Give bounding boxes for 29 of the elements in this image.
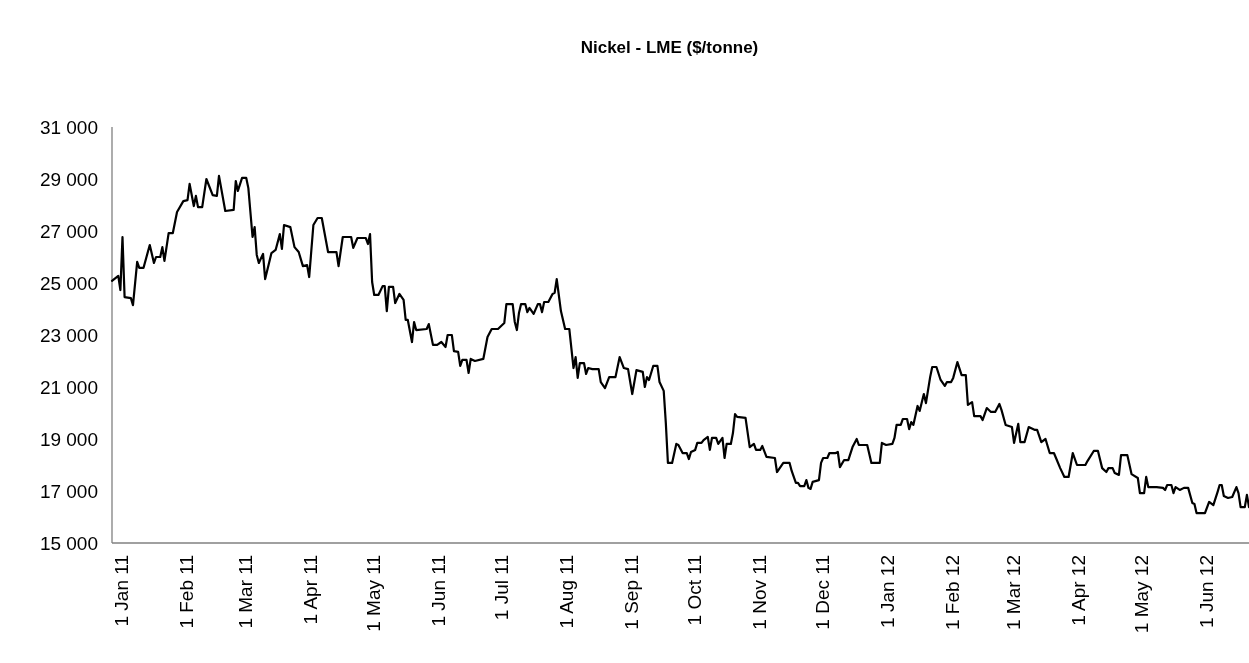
y-tick-label: 23 000	[39, 324, 98, 346]
x-tick-label: 1 Jan 11	[111, 555, 133, 627]
chart-title: Nickel - LME ($/tonne)	[580, 38, 759, 57]
x-tick-label: 1 Sep 11	[620, 555, 642, 630]
x-tick-label: 1 Mar 12	[1002, 555, 1024, 630]
x-tick-label: 1 Aug 11	[555, 555, 577, 629]
y-tick-label: 31 000	[39, 116, 98, 138]
y-tick-label: 25 000	[39, 272, 98, 294]
y-tick-label: 17 000	[39, 480, 98, 502]
line-series	[110, 174, 1249, 515]
x-tick-label: 1 Dec 11	[811, 555, 833, 630]
y-tick-label: 27 000	[39, 220, 98, 242]
y-tick-label: 19 000	[39, 428, 98, 450]
x-tick-label: 1 Jan 12	[876, 555, 898, 628]
x-tick-label: 1 Nov 11	[748, 555, 770, 630]
x-tick-label: 1 May 12	[1130, 555, 1152, 634]
x-tick-label: 1 Mar 11	[234, 555, 256, 629]
x-tick-label: 1 Feb 11	[176, 555, 198, 629]
x-tick-label: 1 Feb 12	[941, 555, 963, 630]
y-tick-label: 15 000	[39, 532, 98, 554]
y-tick-label: 29 000	[39, 168, 98, 190]
x-tick-label: 1 Apr 12	[1067, 555, 1089, 626]
x-tick-label: 1 Apr 11	[299, 555, 321, 625]
x-tick-label: 1 Jun 12	[1195, 555, 1217, 628]
x-tick-label: 1 Oct 11	[683, 555, 705, 626]
x-tick-label: 1 Jun 11	[427, 555, 449, 627]
x-tick-label: 1 Jul 11	[490, 555, 512, 621]
x-tick-label: 1 May 11	[362, 555, 384, 632]
y-tick-label: 21 000	[39, 376, 98, 398]
